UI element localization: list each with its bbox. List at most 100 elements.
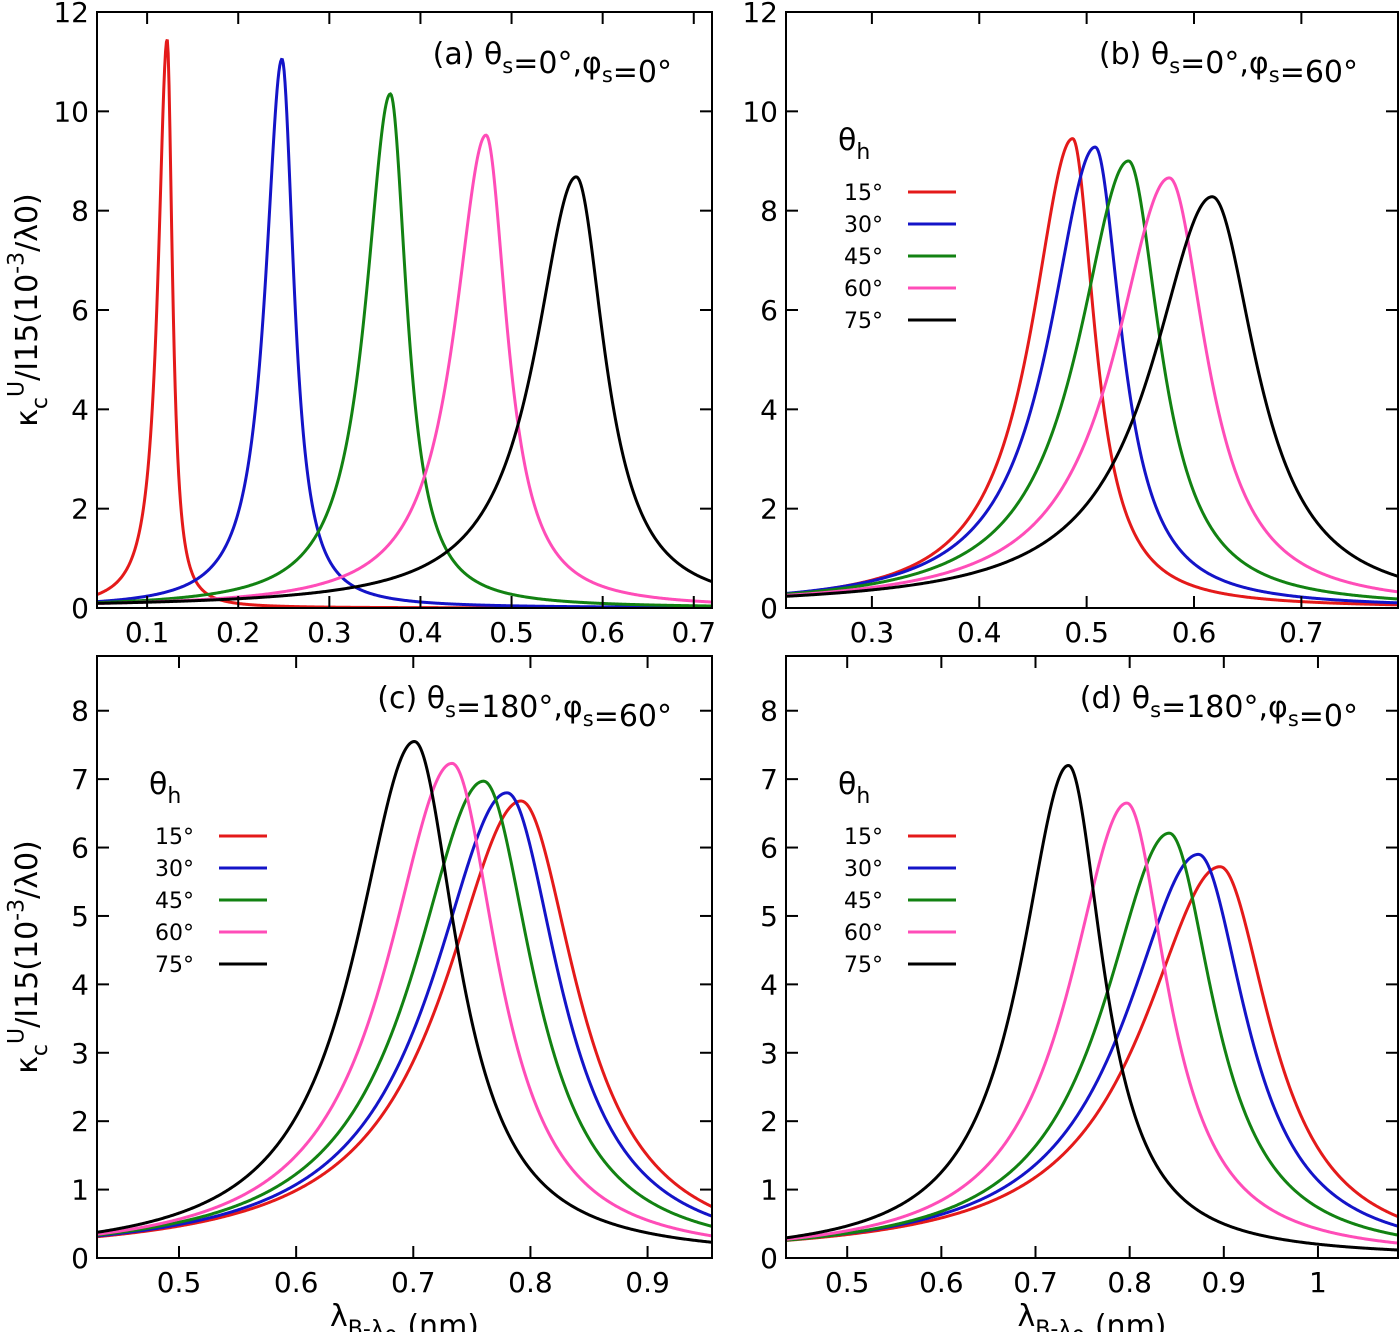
x-tick-label: 0.7: [1013, 1266, 1058, 1299]
panel-a: 0.1 0.2 0.3 0.4 0.5 0.6 0.7 0 2 4 6 8 10 12 (a) θs=0°,…: [5, 0, 717, 649]
series-line-60deg: [97, 133, 712, 605]
series-line-30deg: [786, 145, 1398, 605]
legend: θh 15° 30° 45° 60° 75°: [149, 767, 267, 978]
legend: θh 15° 30° 45° 60° 75°: [838, 767, 956, 978]
x-tick-label: 0.3: [307, 616, 352, 649]
series-line-45deg: [786, 159, 1398, 601]
y-tick-label: 4: [760, 968, 778, 1001]
x-tick-label: 0.5: [489, 616, 534, 649]
y-tick-label: 0: [71, 592, 89, 625]
series-lines: [97, 740, 712, 1244]
legend-label: 30°: [844, 213, 883, 238]
x-tick-label: 0.5: [825, 1266, 870, 1299]
legend-title: θh: [838, 767, 870, 809]
x-axis-label: λB-λ0 (nm): [1017, 1299, 1166, 1332]
y-tick-label: 6: [760, 294, 778, 327]
y-tick-label: 6: [71, 832, 89, 865]
y-tick-label: 6: [760, 832, 778, 865]
series-line-60deg: [97, 761, 712, 1238]
y-tick-label: 8: [71, 195, 89, 228]
legend-label: 75°: [155, 953, 194, 978]
legend-label: 15°: [844, 825, 883, 850]
series-line-60deg: [786, 176, 1398, 597]
plot-frame: [96, 655, 713, 1259]
panel-title: (c) θs=180°,φs=60°: [377, 681, 672, 734]
y-tick-label: 0: [71, 1242, 89, 1275]
y-tick-label: 2: [71, 1105, 89, 1138]
legend-label: 75°: [844, 309, 883, 334]
x-tick-label: 0.8: [508, 1266, 553, 1299]
plot-frame: [96, 11, 713, 609]
x-tick-label: 0.1: [125, 616, 170, 649]
y-tick-label: 5: [760, 900, 778, 933]
y-tick-label: 12: [742, 0, 778, 29]
y-tick-label: 8: [71, 695, 89, 728]
y-tick-label: 4: [760, 393, 778, 426]
series-line-75deg: [97, 175, 712, 605]
x-tick-label: 0.7: [672, 616, 717, 649]
legend-label: 75°: [844, 953, 883, 978]
y-tick-label: 2: [71, 493, 89, 526]
x-tick-label: 0.4: [398, 616, 443, 649]
y-tick-label: 1: [71, 1174, 89, 1207]
y-tick-label: 0: [760, 1242, 778, 1275]
y-tick-label: 7: [760, 763, 778, 796]
x-tick-label: 1: [1309, 1266, 1327, 1299]
series-lines: [786, 137, 1398, 607]
series-line-75deg: [786, 763, 1398, 1252]
x-tick-label: 0.6: [580, 616, 625, 649]
y-tick-label: 4: [71, 968, 89, 1001]
y-tick-label: 12: [53, 0, 89, 29]
series-line-45deg: [97, 92, 712, 608]
x-tick-label: 0.5: [1064, 616, 1109, 649]
series-line-75deg: [786, 195, 1398, 598]
y-tick-label: 10: [742, 95, 778, 128]
legend: θh 15° 30° 45° 60° 75°: [838, 123, 956, 334]
series-line-15deg: [786, 137, 1398, 607]
legend-label: 45°: [844, 245, 883, 270]
legend-label: 60°: [844, 921, 883, 946]
legend-label: 45°: [155, 889, 194, 914]
series-lines: [786, 763, 1398, 1252]
x-tick-label: 0.9: [1202, 1266, 1247, 1299]
series-line-30deg: [97, 57, 712, 608]
series-line-45deg: [97, 779, 712, 1237]
series-lines: [97, 39, 712, 608]
x-tick-label: 0.8: [1107, 1266, 1152, 1299]
x-tick-label: 0.6: [919, 1266, 964, 1299]
y-tick-label: 4: [71, 393, 89, 426]
series-line-15deg: [97, 799, 712, 1239]
legend-label: 30°: [155, 857, 194, 882]
panel-d: 0.5 0.6 0.7 0.8 0.9 1 0 1 2 3 4 5 6 7 8 (d) θs=180°,φs=…: [760, 655, 1399, 1332]
panel-b: 0.3 0.4 0.5 0.6 0.7 0 2 4 6 8 10 12 (b) θs=0°,φs=60°…: [742, 0, 1399, 649]
y-tick-label: 8: [760, 195, 778, 228]
y-tick-label: 2: [760, 493, 778, 526]
y-tick-label: 10: [53, 95, 89, 128]
y-axis-label: κcU/I15(10-3/λ0): [5, 840, 53, 1074]
x-axis-label: λB-λ0 (nm): [330, 1299, 479, 1332]
panel-title: (d) θs=180°,φs=0°: [1080, 681, 1358, 734]
series-line-45deg: [786, 831, 1398, 1242]
y-tick-label: 0: [760, 592, 778, 625]
y-tick-label: 6: [71, 294, 89, 327]
plot-frame: [785, 655, 1399, 1259]
y-tick-label: 2: [760, 1105, 778, 1138]
x-tick-label: 0.6: [1172, 616, 1217, 649]
x-tick-label: 0.2: [216, 616, 261, 649]
legend-label: 60°: [155, 921, 194, 946]
legend-label: 30°: [844, 857, 883, 882]
y-tick-label: 5: [71, 900, 89, 933]
legend-title: θh: [149, 767, 181, 809]
x-tick-label: 0.7: [391, 1266, 436, 1299]
y-tick-label: 1: [760, 1174, 778, 1207]
legend-title: θh: [838, 123, 870, 165]
panel-c: 0.5 0.6 0.7 0.8 0.9 0 1 2 3 4 5 6 7 8 (c) θs=180°,φs=6…: [5, 655, 713, 1332]
y-tick-label: 7: [71, 763, 89, 796]
series-line-30deg: [97, 791, 712, 1238]
legend-label: 15°: [155, 825, 194, 850]
y-tick-label: 8: [760, 695, 778, 728]
y-axis-label: κcU/I15(10-3/λ0): [5, 193, 53, 427]
x-tick-label: 0.5: [157, 1266, 202, 1299]
x-tick-label: 0.4: [957, 616, 1002, 649]
